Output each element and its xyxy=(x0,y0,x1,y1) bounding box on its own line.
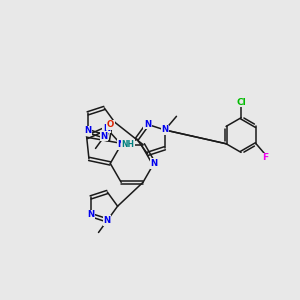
Text: N: N xyxy=(161,125,169,134)
Text: F: F xyxy=(262,153,268,162)
Text: NH: NH xyxy=(122,140,134,149)
Text: N: N xyxy=(150,159,158,168)
Text: N: N xyxy=(84,126,91,135)
Text: N: N xyxy=(144,120,151,129)
Text: N: N xyxy=(87,211,94,220)
Text: N: N xyxy=(118,140,125,149)
Text: N: N xyxy=(103,124,110,133)
Text: N: N xyxy=(101,132,108,141)
Text: N: N xyxy=(104,216,111,225)
Text: O: O xyxy=(107,120,114,129)
Text: Cl: Cl xyxy=(236,98,246,107)
